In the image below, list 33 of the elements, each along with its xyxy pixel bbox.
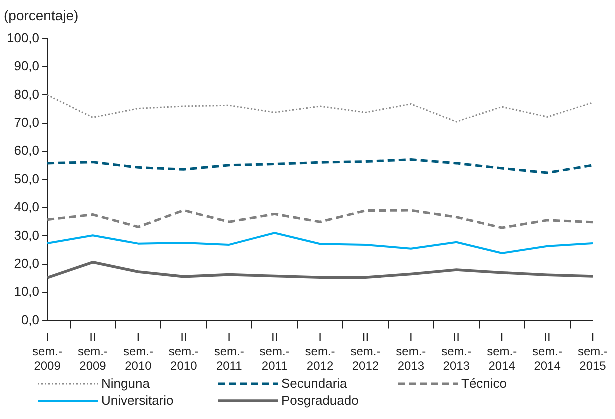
- y-tick-label: 90,0: [14, 58, 40, 74]
- x-tick-label: I sem.- 2014: [487, 330, 518, 374]
- legend-label: Posgraduado: [282, 393, 359, 408]
- line-series: [46, 94, 594, 123]
- y-tick-label: 40,0: [14, 200, 40, 215]
- y-tick-label: 100,0: [6, 30, 40, 46]
- legend-label: Secundaria: [282, 376, 348, 391]
- line-series: [46, 209, 594, 230]
- x-tick-label: I sem.- 2015: [578, 330, 608, 374]
- x-tick-label: II sem.- 2009: [78, 330, 108, 374]
- x-tick-label: II sem.- 2012: [350, 330, 381, 374]
- legend-label: Técnico: [462, 376, 508, 391]
- x-tick-label: I sem.- 2011: [214, 330, 244, 374]
- y-axis-title: (porcentaje): [4, 7, 79, 24]
- x-tick-label: I sem.- 2012: [305, 330, 336, 374]
- y-tick-label: 20,0: [14, 256, 40, 271]
- x-tick-label: II sem.- 2014: [532, 330, 563, 374]
- x-tick-label: II sem.- 2010: [168, 330, 199, 374]
- y-tick-label: 70,0: [14, 114, 40, 130]
- x-tick-label: I sem.- 2013: [396, 330, 426, 374]
- x-tick-label: II sem.- 2011: [260, 330, 290, 374]
- y-tick-label: 50,0: [14, 171, 40, 186]
- y-tick-label: 60,0: [14, 143, 40, 158]
- y-tick-label: 80,0: [14, 86, 40, 102]
- y-tick-label: 10,0: [14, 284, 40, 300]
- x-tick-label: I sem.- 2010: [123, 330, 154, 374]
- x-tick-label: II sem.- 2013: [442, 330, 472, 374]
- y-tick-label: 30,0: [14, 228, 40, 243]
- x-tick-label: I sem.- 2009: [32, 330, 63, 374]
- legend-label: Ninguna: [102, 376, 150, 391]
- line-series: [46, 158, 594, 174]
- legend-label: Universitario: [102, 393, 174, 408]
- y-tick-label: 0,0: [21, 312, 40, 328]
